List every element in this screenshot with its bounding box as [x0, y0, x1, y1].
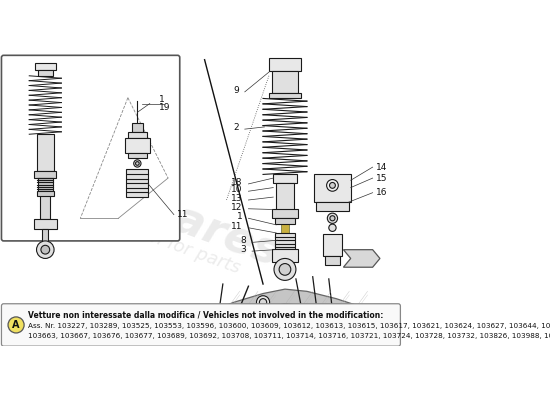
Bar [276, 183, 294, 223]
Text: 2: 2 [233, 123, 239, 132]
Text: 12: 12 [231, 203, 243, 212]
Bar [42, 229, 48, 244]
Circle shape [327, 213, 338, 223]
Text: 19: 19 [160, 104, 171, 112]
Bar [131, 123, 143, 132]
Bar [126, 169, 148, 197]
Polygon shape [216, 289, 373, 323]
Circle shape [327, 180, 338, 191]
Text: 11: 11 [231, 222, 243, 231]
Circle shape [330, 216, 335, 221]
Text: 9: 9 [233, 86, 239, 95]
Text: 1: 1 [237, 212, 243, 221]
Bar [36, 134, 54, 171]
Text: 18: 18 [231, 178, 243, 187]
Text: 14: 14 [376, 163, 388, 172]
Bar [323, 234, 342, 256]
Bar [325, 256, 340, 265]
Circle shape [314, 312, 325, 324]
Text: 6: 6 [313, 327, 318, 336]
Bar [275, 233, 295, 249]
Circle shape [233, 310, 242, 319]
Circle shape [36, 241, 54, 258]
Text: 103663, 103667, 103676, 103677, 103689, 103692, 103708, 103711, 103714, 103716, : 103663, 103667, 103676, 103677, 103689, … [28, 333, 550, 339]
FancyBboxPatch shape [2, 304, 400, 346]
Bar [34, 171, 56, 178]
Text: 16: 16 [376, 188, 388, 197]
Bar [314, 174, 351, 202]
Bar [125, 138, 150, 152]
Circle shape [329, 224, 336, 232]
Text: 17: 17 [212, 325, 223, 334]
Text: 17: 17 [329, 325, 340, 334]
Bar [272, 210, 298, 218]
Text: 10: 10 [231, 185, 243, 194]
Circle shape [41, 245, 50, 254]
Bar [34, 219, 57, 229]
Text: Ass. Nr. 103227, 103289, 103525, 103553, 103596, 103600, 103609, 103612, 103613,: Ass. Nr. 103227, 103289, 103525, 103553,… [28, 324, 550, 330]
Text: 11: 11 [177, 210, 188, 219]
Circle shape [329, 182, 336, 188]
Bar [316, 202, 349, 211]
Circle shape [274, 258, 296, 280]
Text: A: A [12, 320, 20, 330]
Circle shape [134, 160, 141, 167]
Text: 7: 7 [235, 325, 241, 334]
Bar [38, 178, 53, 191]
Bar [269, 58, 301, 71]
Bar [281, 223, 289, 278]
Bar [38, 70, 53, 76]
Bar [128, 152, 147, 158]
Bar [128, 132, 147, 138]
Circle shape [316, 316, 322, 321]
Bar [272, 249, 298, 262]
Text: 8: 8 [240, 236, 246, 246]
Circle shape [256, 296, 270, 309]
Bar [275, 218, 295, 224]
Circle shape [8, 317, 24, 333]
Text: 5: 5 [253, 327, 258, 336]
Bar [273, 174, 296, 183]
Text: 4: 4 [294, 327, 299, 336]
Circle shape [135, 162, 139, 165]
Circle shape [260, 299, 267, 306]
Circle shape [300, 316, 307, 323]
Bar [35, 63, 56, 70]
Text: 15: 15 [376, 174, 388, 182]
Bar [272, 71, 298, 92]
Bar [40, 191, 51, 219]
Text: eurospares: eurospares [7, 139, 285, 276]
Circle shape [279, 264, 291, 275]
FancyBboxPatch shape [2, 55, 180, 241]
Text: 3: 3 [240, 245, 246, 254]
Text: 13: 13 [231, 194, 243, 203]
Text: a passion for parts: a passion for parts [79, 203, 243, 277]
Polygon shape [343, 250, 380, 267]
Bar [269, 92, 301, 98]
Text: 1: 1 [160, 95, 165, 104]
Bar [36, 191, 54, 196]
Text: Vetture non interessate dalla modifica / Vehicles not involved in the modificati: Vetture non interessate dalla modifica /… [28, 311, 383, 320]
